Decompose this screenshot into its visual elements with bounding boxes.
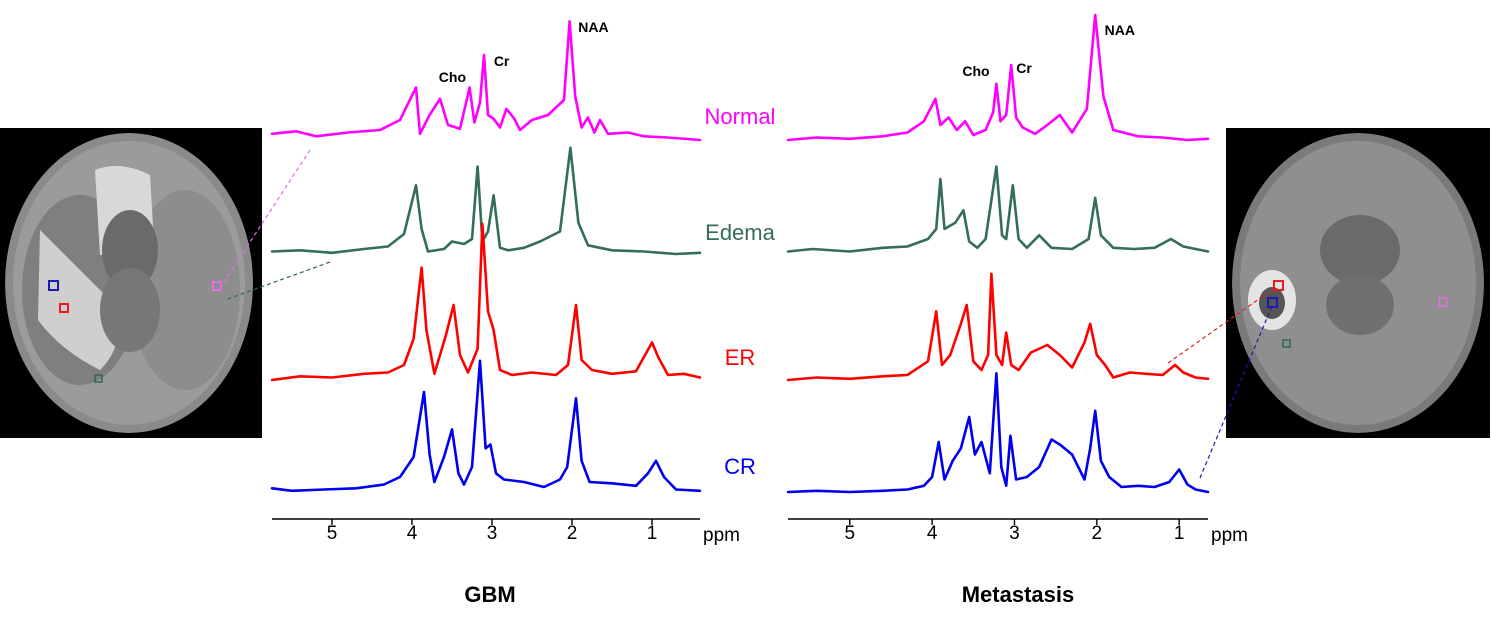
metastasis-title: Metastasis (962, 582, 1075, 607)
gbm-peak-label-cho: Cho (439, 69, 466, 85)
gbm-spectrum-normal (270, 19, 702, 142)
metastasis-tick-label: 2 (1092, 523, 1103, 544)
metastasis-axis-unit-label: ppm (1211, 525, 1248, 546)
gbm-peak-label-naa: NAA (578, 19, 608, 35)
gbm-axis-unit-label: ppm (703, 525, 740, 546)
gbm-tick-label: 4 (407, 523, 418, 544)
metastasis-tick-label: 4 (927, 523, 938, 544)
gbm-spectrum-edema (270, 146, 702, 256)
gbm-roi-er (59, 303, 69, 313)
gbm-peak-label-cr: Cr (494, 53, 510, 69)
metastasis-peak-label-cho: Cho (962, 63, 989, 79)
series-label-edema: Edema (705, 220, 775, 245)
gbm-spectrum-cr (270, 359, 702, 493)
gbm-title: GBM (464, 582, 515, 607)
metastasis-tick-label: 5 (844, 523, 855, 544)
metastasis-spectrum-normal (786, 13, 1210, 142)
gbm-roi-edema (94, 374, 103, 383)
series-label-er: ER (725, 345, 756, 370)
gbm-tick-label: 2 (567, 523, 578, 544)
metastasis-roi-edema (1282, 339, 1291, 348)
metastasis-mri-image (1226, 128, 1490, 438)
metastasis-spectrum-cr (786, 371, 1210, 494)
metastasis-spectrum-er (786, 272, 1210, 382)
gbm-mri-image (0, 128, 262, 438)
connector-lines (223, 149, 1277, 479)
metastasis-tick-label: 1 (1174, 523, 1185, 544)
series-label-normal: Normal (705, 104, 776, 129)
metastasis-roi-er (1273, 280, 1284, 291)
gbm-roi-normal (212, 281, 222, 291)
metastasis-peak-label-naa: NAA (1105, 22, 1135, 38)
metastasis-roi-normal (1438, 297, 1448, 307)
gbm-tick-label: 1 (647, 523, 658, 544)
metastasis-spectra-panel: 5 4 3 2 1 ppm Cho Cr NAA (786, 13, 1248, 546)
gbm-spectra-panel: Normal Edema ER CR 5 4 3 2 1 ppm Cho Cr NAA (270, 19, 776, 546)
series-label-cr: CR (724, 454, 756, 479)
gbm-spectrum-er (270, 222, 702, 382)
gbm-roi-cr (48, 280, 59, 291)
metastasis-roi-cr (1267, 297, 1278, 308)
metastasis-spectrum-edema (786, 165, 1210, 253)
metastasis-peak-label-cr: Cr (1016, 60, 1032, 76)
gbm-tick-label: 3 (487, 523, 498, 544)
gbm-tick-label: 5 (327, 523, 338, 544)
metastasis-tick-label: 3 (1009, 523, 1020, 544)
